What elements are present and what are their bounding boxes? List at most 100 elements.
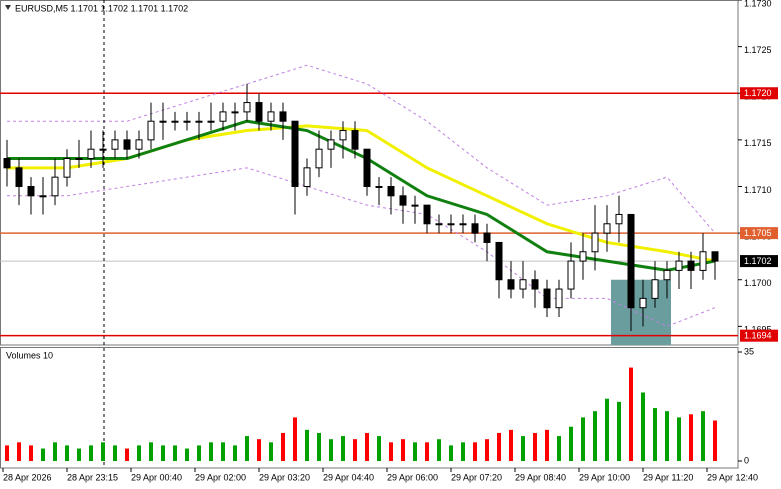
level-label: 1.1720 [744,88,772,98]
volume-tick-label: 35 [744,346,754,356]
candle-body [651,279,659,299]
volume-bar [41,448,45,461]
x-tick-label: 29 Apr 12:40 [707,472,758,482]
volume-bar [701,411,705,461]
candle-body [255,102,263,122]
candle-body [39,195,47,198]
volume-bar [593,411,597,461]
candle-body [111,139,119,150]
volume-bar [245,436,249,461]
candle-body [327,139,335,150]
candle-body [159,120,167,123]
volume-bar [317,432,321,461]
y-tick-label: 1.1700 [744,278,772,288]
candle-body [303,167,311,187]
candle-body [603,223,611,234]
volume-bar [401,439,405,461]
candle-body [363,148,371,187]
level-label-box [740,255,778,268]
candle-body [687,260,695,271]
candle-body [543,288,551,309]
volume-bar [149,442,153,461]
candle-body [87,148,95,160]
candle-body [615,213,623,225]
volume-bar [629,367,633,461]
zone [611,279,671,345]
volume-bar [497,432,501,461]
volume-bar [437,439,441,461]
volume-bar [257,439,261,461]
volume-bar [653,408,657,461]
candle-body [447,223,455,226]
candle-body [567,260,575,290]
x-tick-label: 29 Apr 08:40 [515,472,566,482]
candle-body [507,279,515,290]
candle-body [699,251,707,271]
candle-body [591,232,599,253]
candle-body [231,111,239,114]
y-tick-label: 1.1710 [744,185,772,195]
volume-bar [125,448,129,461]
candle-body [519,279,527,290]
y-tick-label: 1.1715 [744,138,772,148]
candle-body [483,232,491,243]
candle-body [471,223,479,234]
candle-body [63,158,71,178]
candle-body [315,148,323,169]
candle-body [243,102,251,113]
volume-bar [389,442,393,461]
candle-body [171,120,179,123]
volume-bar [461,442,465,461]
candle-body [291,120,299,187]
main-panel-border [0,0,739,346]
volume-panel-border [0,347,739,469]
candle-body [423,204,431,225]
x-tick-label: 29 Apr 02:00 [195,472,246,482]
candle-body [75,158,83,161]
volume-bar [65,445,69,461]
volume-bar [353,439,357,461]
level-label: 1.1694 [744,331,772,341]
volume-bar [521,436,525,461]
volume-bar [173,445,177,461]
volume-bar [29,445,33,461]
candle-body [219,111,227,122]
volume-tick-label: 0 [744,455,749,465]
candle-body [99,148,107,151]
y-tick-label: 1.1725 [744,45,772,55]
volume-bar [689,414,693,461]
volume-bar [329,439,333,461]
volume-bar [509,429,513,461]
candle-body [627,213,635,309]
x-tick-label: 28 Apr 23:15 [67,472,118,482]
candle-body [531,279,539,290]
level-label: 1.1702 [744,256,772,266]
candle-body [135,139,143,150]
candle-body [639,297,647,309]
volume-bar [341,436,345,461]
volume-bar [641,392,645,461]
level-label-box [740,87,778,100]
volume-bar [485,439,489,461]
candle-body [399,195,407,206]
volume-bar [101,442,105,461]
candle-body [123,139,131,150]
candle-body [339,130,347,141]
volume-bar [269,442,273,461]
level-label: 1.1705 [744,228,772,238]
x-tick-label: 29 Apr 10:00 [579,472,630,482]
volume-bar [569,426,573,461]
volume-bar [161,445,165,461]
candle-body [267,111,275,122]
candle-body [15,167,23,187]
candle-body [711,251,719,262]
candle-body [51,176,59,197]
volume-bar [449,445,453,461]
candle-body [495,241,503,281]
volume-bar [581,417,585,461]
candle-body [195,120,203,123]
x-tick-label: 29 Apr 07:20 [451,472,502,482]
volume-bar [233,445,237,461]
volume-bar [665,411,669,461]
